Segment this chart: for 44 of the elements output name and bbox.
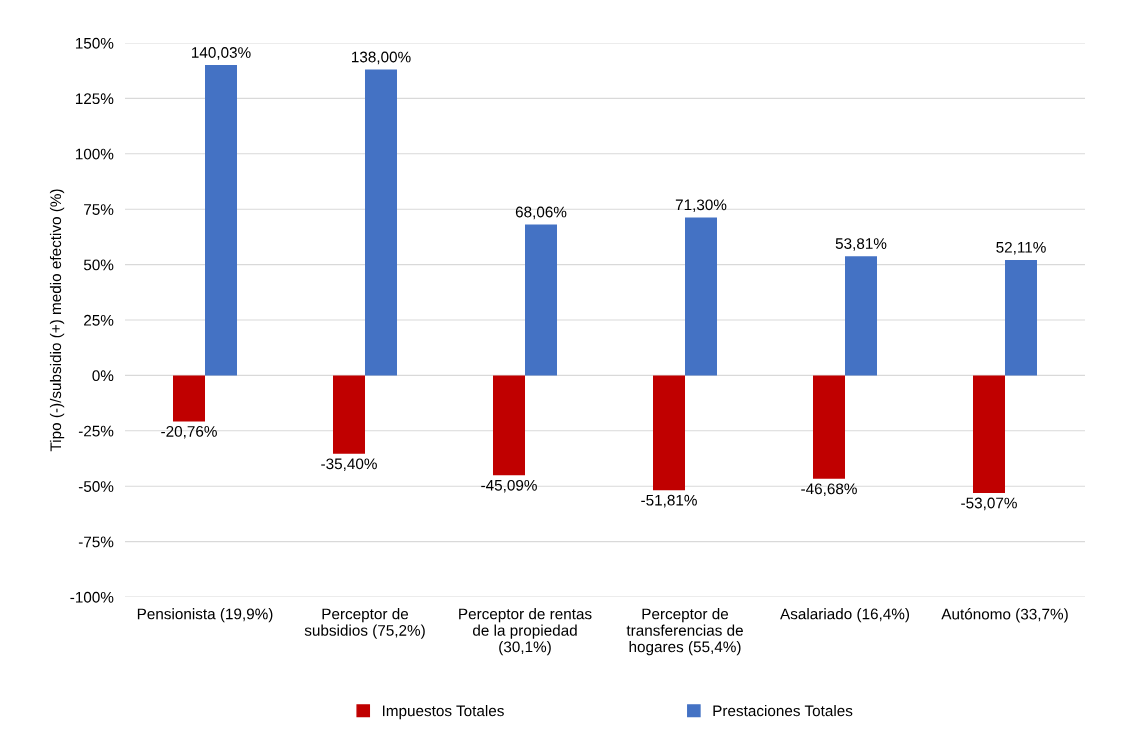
y-tick-label: 125% (75, 93, 114, 105)
bar (173, 375, 205, 422)
data-label: 140,03% (192, 47, 251, 60)
bar (845, 256, 877, 376)
x-tick-label: Perceptor de subsidios (75,2%) (304, 608, 425, 639)
bar (813, 375, 845, 479)
legend-label: Prestaciones Totales (713, 705, 853, 717)
bar (973, 375, 1005, 493)
data-label: -53,07% (961, 497, 1017, 511)
y-tick-label: -50% (78, 481, 114, 492)
bar (205, 65, 237, 376)
bar (365, 69, 397, 376)
legend-label: Impuestos Totales (382, 705, 504, 720)
bar (685, 217, 717, 376)
data-label: 52,11% (996, 241, 1046, 255)
data-label: -46,68% (801, 483, 857, 497)
bar (1005, 259, 1037, 376)
y-tick-label: 0% (92, 370, 114, 382)
x-tick-label: Perceptor de transferencias de hogares (55,4%) (626, 608, 743, 656)
data-label: -35,40% (321, 458, 377, 472)
x-tick-label: Perceptor de rentas de la propiedad (30,1%) (459, 608, 592, 656)
y-tick-label: -100% (70, 591, 114, 603)
data-label: 71,30% (675, 199, 727, 213)
data-label: 53,81% (835, 238, 887, 251)
y-tick-label: -25% (78, 425, 114, 437)
data-label: 138,00% (352, 51, 411, 65)
x-tick-label: Pensionista (19,9%) (137, 608, 273, 623)
bar (653, 375, 685, 491)
y-axis-title: Tipo (-)/subsidio (+) medio efectivo (%) (49, 189, 65, 452)
data-label: -45,09% (481, 479, 537, 493)
y-tick-label: 150% (75, 37, 114, 49)
x-tick-label: Autónomo (33,7%) (941, 608, 1068, 623)
x-tick-label: Asalariado (16,4%) (780, 608, 910, 623)
y-tick-label: -75% (78, 536, 114, 548)
y-tick-label: 50% (83, 259, 114, 271)
y-tick-label: 100% (75, 148, 114, 160)
bar (493, 375, 525, 476)
y-tick-label: 75% (84, 204, 114, 215)
data-label: 68,06% (515, 206, 567, 220)
data-label: -20,76% (161, 425, 217, 439)
data-label: -51,81% (641, 494, 697, 508)
bar (525, 224, 557, 376)
bar (333, 375, 365, 454)
y-tick-label: 25% (84, 314, 114, 326)
